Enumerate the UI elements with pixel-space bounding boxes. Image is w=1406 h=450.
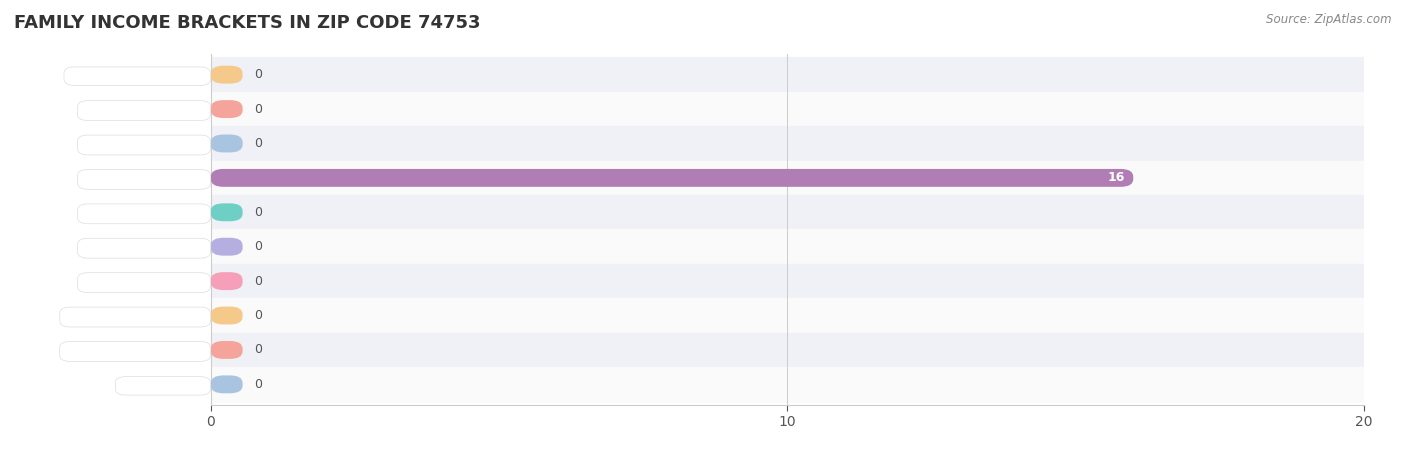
FancyBboxPatch shape bbox=[211, 203, 243, 221]
FancyBboxPatch shape bbox=[77, 135, 211, 155]
Bar bbox=[211, 264, 1364, 298]
FancyBboxPatch shape bbox=[211, 375, 243, 393]
FancyBboxPatch shape bbox=[77, 170, 211, 189]
Text: 0: 0 bbox=[254, 378, 262, 391]
FancyBboxPatch shape bbox=[65, 67, 211, 86]
FancyBboxPatch shape bbox=[59, 307, 211, 327]
Bar bbox=[211, 195, 1364, 230]
Bar bbox=[211, 298, 1364, 333]
Text: 16: 16 bbox=[1107, 171, 1125, 184]
FancyBboxPatch shape bbox=[211, 66, 243, 84]
FancyBboxPatch shape bbox=[115, 377, 211, 395]
Bar bbox=[211, 92, 1364, 126]
Text: Source: ZipAtlas.com: Source: ZipAtlas.com bbox=[1267, 14, 1392, 27]
Text: 0: 0 bbox=[254, 68, 262, 81]
Bar bbox=[211, 58, 1364, 92]
FancyBboxPatch shape bbox=[211, 341, 243, 359]
Text: 0: 0 bbox=[254, 343, 262, 356]
FancyBboxPatch shape bbox=[59, 342, 211, 361]
Text: 0: 0 bbox=[254, 309, 262, 322]
Text: FAMILY INCOME BRACKETS IN ZIP CODE 74753: FAMILY INCOME BRACKETS IN ZIP CODE 74753 bbox=[14, 14, 481, 32]
FancyBboxPatch shape bbox=[77, 238, 211, 258]
Text: 0: 0 bbox=[254, 137, 262, 150]
Bar bbox=[211, 230, 1364, 264]
Bar bbox=[211, 333, 1364, 367]
Bar bbox=[211, 126, 1364, 161]
FancyBboxPatch shape bbox=[211, 306, 243, 324]
FancyBboxPatch shape bbox=[211, 135, 243, 153]
Text: 0: 0 bbox=[254, 274, 262, 288]
Text: 0: 0 bbox=[254, 240, 262, 253]
Text: 0: 0 bbox=[254, 206, 262, 219]
FancyBboxPatch shape bbox=[211, 100, 243, 118]
FancyBboxPatch shape bbox=[211, 169, 1133, 187]
Text: 0: 0 bbox=[254, 103, 262, 116]
FancyBboxPatch shape bbox=[77, 101, 211, 121]
FancyBboxPatch shape bbox=[211, 272, 243, 290]
FancyBboxPatch shape bbox=[77, 204, 211, 224]
FancyBboxPatch shape bbox=[211, 238, 243, 256]
Bar bbox=[211, 367, 1364, 401]
Bar bbox=[211, 161, 1364, 195]
FancyBboxPatch shape bbox=[77, 273, 211, 292]
